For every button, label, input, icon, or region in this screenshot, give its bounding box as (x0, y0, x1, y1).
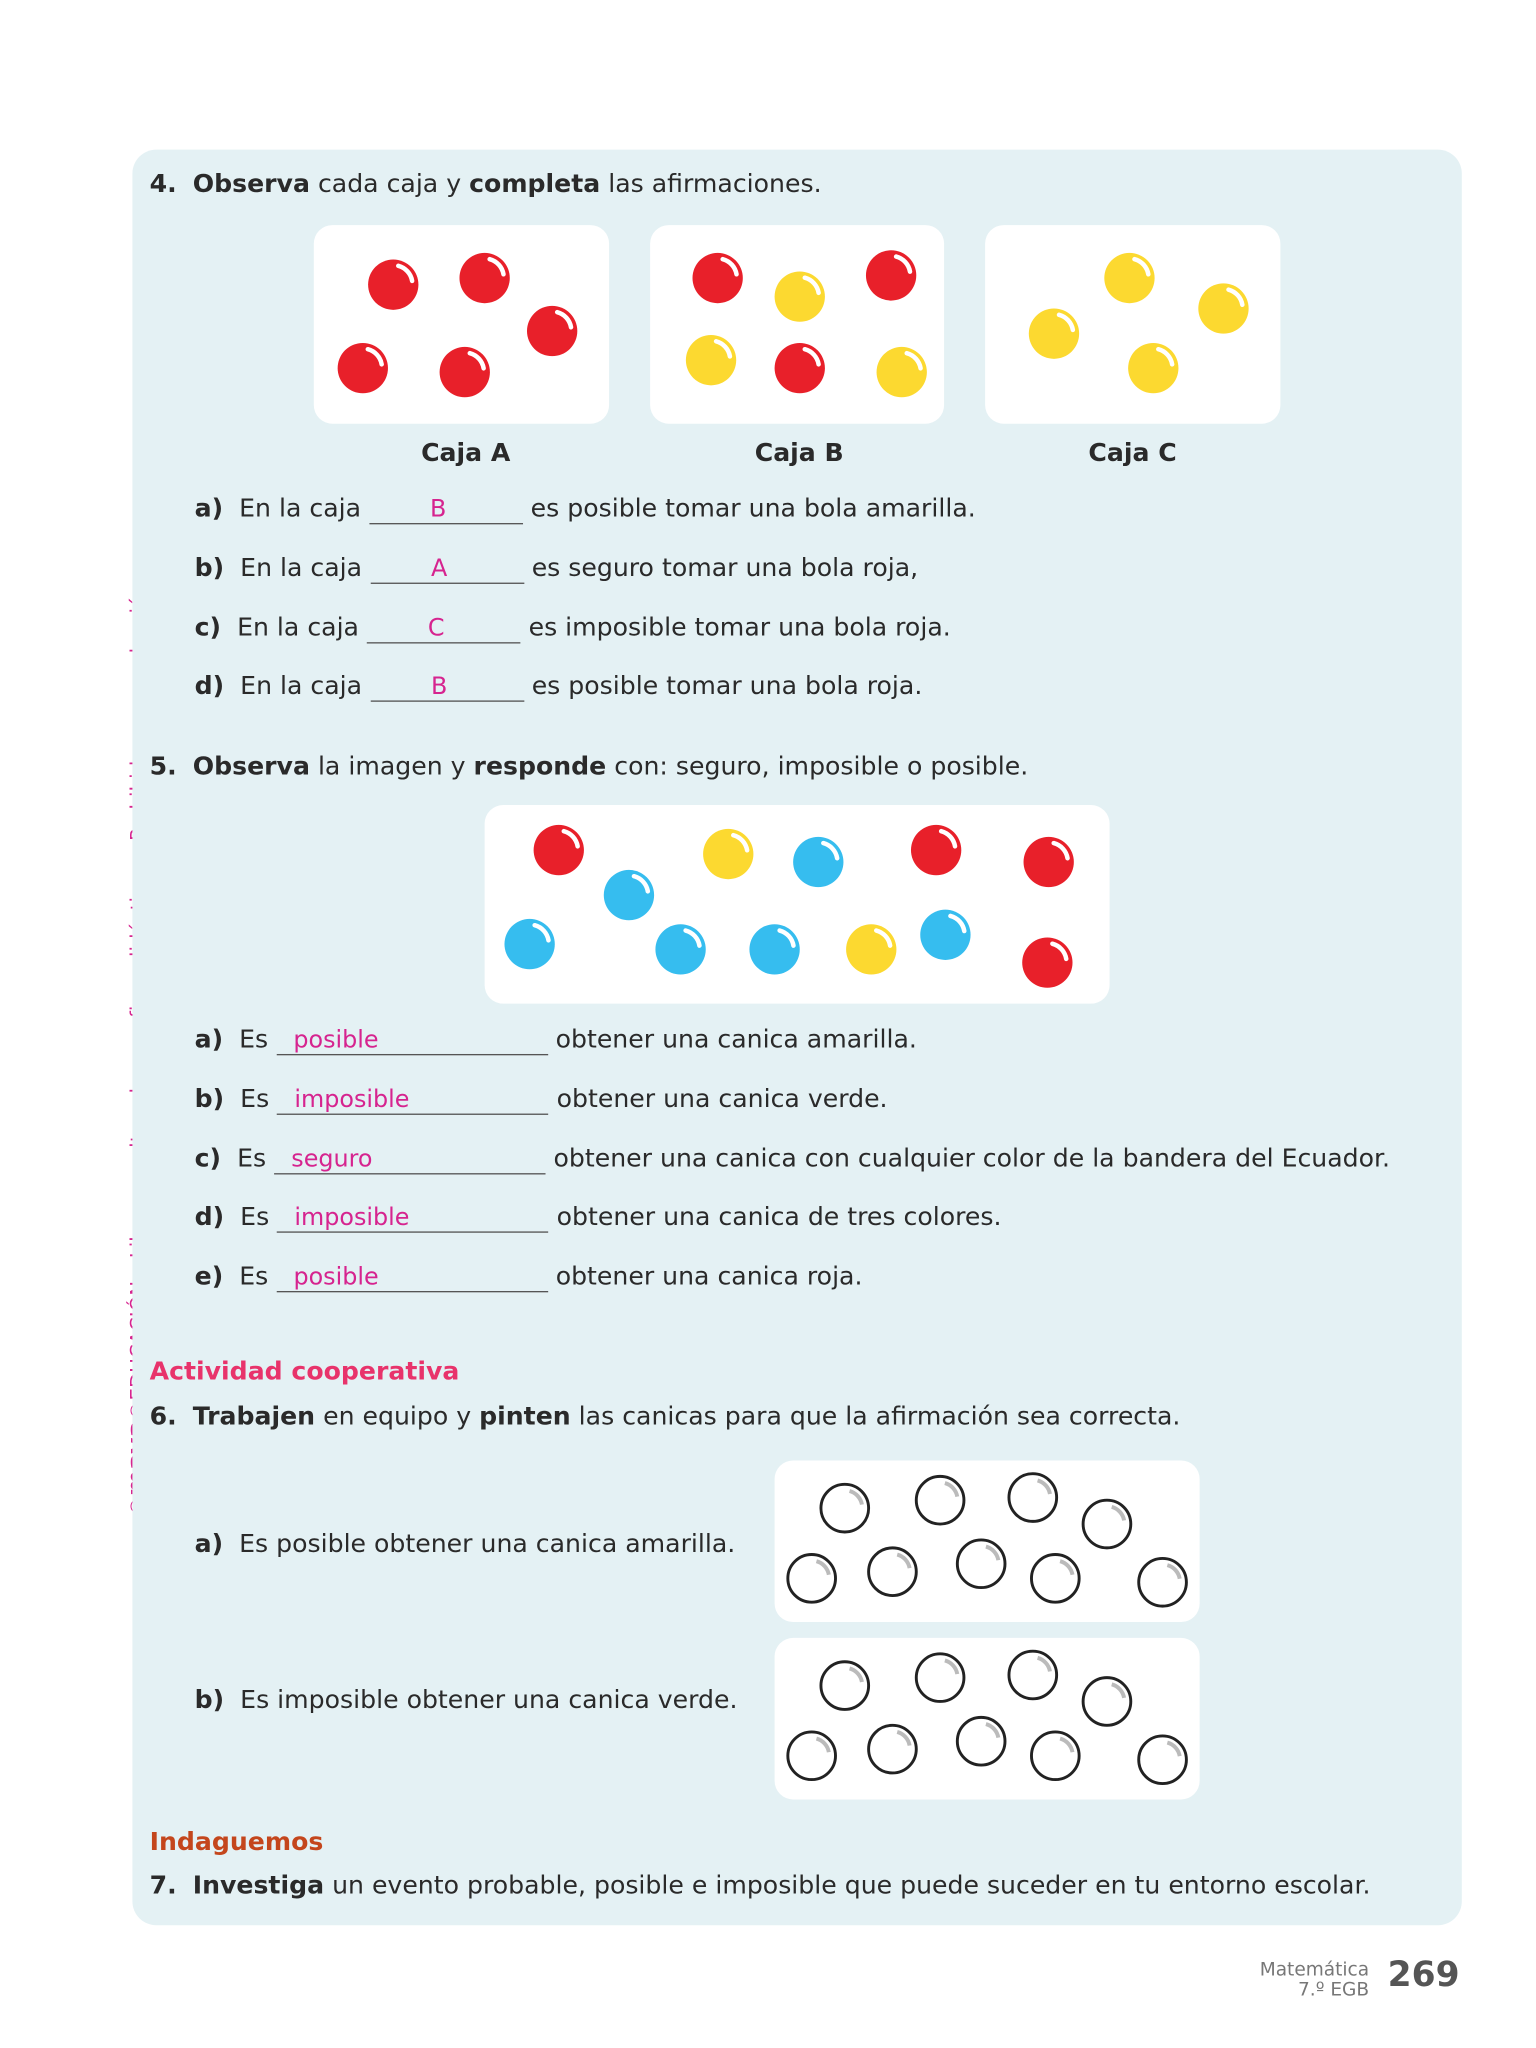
empty-marble[interactable] (955, 1715, 1007, 1767)
yellow-marble (1198, 283, 1249, 334)
yellow-marble (846, 924, 897, 975)
empty-marble[interactable] (1007, 1472, 1059, 1523)
empty-marble[interactable] (1081, 1498, 1133, 1550)
empty-marble[interactable] (786, 1553, 837, 1604)
footer-subject: Matemática 7.º EGB (1259, 1959, 1370, 2001)
box-a-label: Caja A (421, 438, 511, 468)
empty-marble[interactable] (786, 1730, 837, 1782)
inquiry-heading: Indaguemos (149, 1827, 324, 1857)
answer-blank[interactable]: imposible (277, 1204, 549, 1233)
q6-item-b: b) Es imposible obtener una canica verde… (194, 1685, 738, 1715)
box-b-label: Caja B (754, 438, 844, 468)
yellow-marble (685, 334, 737, 386)
marbles-image (484, 805, 1110, 1004)
red-marble (533, 824, 584, 876)
red-marble (459, 252, 510, 304)
red-marble (337, 342, 388, 394)
empty-marble[interactable] (867, 1546, 918, 1597)
q4-item: d) En la caja B es posible tomar una bol… (194, 671, 923, 702)
cooperative-heading: Actividad cooperativa (149, 1357, 460, 1387)
red-marble (692, 252, 743, 304)
q4-item: a) En la caja B es posible tomar una bol… (194, 493, 976, 525)
red-marble (910, 824, 962, 876)
yellow-marble (1028, 308, 1080, 359)
page-number: 269 (1387, 1955, 1460, 1996)
red-marble (1022, 937, 1073, 988)
blue-marble (749, 924, 800, 975)
empty-marble[interactable] (914, 1474, 966, 1526)
blue-marble (793, 836, 844, 888)
q5-item: d) Es imposible obtener una canica de tr… (194, 1202, 1002, 1233)
q5-item: a) Es posible obtener una canica amarill… (194, 1024, 917, 1056)
yellow-marble (1128, 342, 1179, 394)
q5-item: b) Es imposible obtener una canica verde… (194, 1084, 888, 1115)
empty-marble[interactable] (1137, 1734, 1188, 1786)
red-marble (865, 250, 917, 301)
q5-item: c) Es seguro obtener una canica con cual… (194, 1144, 1391, 1175)
empty-marble[interactable] (819, 1482, 871, 1534)
q5-item: e) Es posible obtener una canica roja. (194, 1261, 863, 1293)
exercise-panel (132, 149, 1462, 1926)
yellow-marble (774, 271, 825, 322)
empty-marble[interactable] (819, 1660, 871, 1711)
empty-marble[interactable] (1007, 1649, 1059, 1701)
question-6: 6. Trabajen en equipo y pinten las canic… (149, 1402, 1181, 1432)
answer-blank[interactable]: C (366, 615, 521, 644)
red-marble (368, 259, 419, 310)
answer-blank[interactable]: imposible (277, 1086, 549, 1115)
blue-marble (920, 909, 971, 960)
answer-blank[interactable]: posible (276, 1027, 548, 1056)
answer-blank[interactable]: posible (276, 1264, 548, 1293)
red-marble (439, 346, 490, 398)
answer-blank[interactable]: B (370, 673, 524, 702)
yellow-marble (703, 828, 754, 880)
empty-marble[interactable] (955, 1538, 1007, 1590)
empty-marble[interactable] (867, 1723, 918, 1775)
red-marble (526, 305, 578, 357)
empty-marble[interactable] (1030, 1553, 1081, 1604)
question-5: 5. Observa la imagen y responde con: seg… (149, 752, 1029, 782)
question-4: 4. Observa cada caja y completa las afir… (149, 169, 822, 199)
question-7: 7. Investiga un evento probable, posible… (149, 1870, 1371, 1901)
yellow-marble (1104, 252, 1155, 304)
red-marble (774, 342, 825, 394)
empty-marble[interactable] (1030, 1730, 1081, 1782)
blue-marble (603, 869, 655, 921)
blue-marble (504, 918, 555, 970)
q4-item: b) En la caja A es seguro tomar una bola… (194, 553, 919, 584)
answer-blank[interactable]: B (369, 496, 523, 525)
yellow-marble (876, 346, 927, 398)
red-marble (1023, 836, 1074, 888)
q4-item: c) En la caja C es imposible tomar una b… (194, 613, 951, 644)
answer-blank[interactable]: A (370, 555, 524, 584)
answer-blank[interactable]: seguro (274, 1146, 546, 1175)
empty-marble[interactable] (914, 1652, 966, 1703)
q6-item-a: a) Es posible obtener una canica amarill… (194, 1529, 736, 1559)
blue-marble (655, 924, 706, 975)
empty-marble[interactable] (1137, 1557, 1188, 1608)
empty-marble[interactable] (1081, 1676, 1133, 1727)
box-c-label: Caja C (1088, 438, 1177, 468)
